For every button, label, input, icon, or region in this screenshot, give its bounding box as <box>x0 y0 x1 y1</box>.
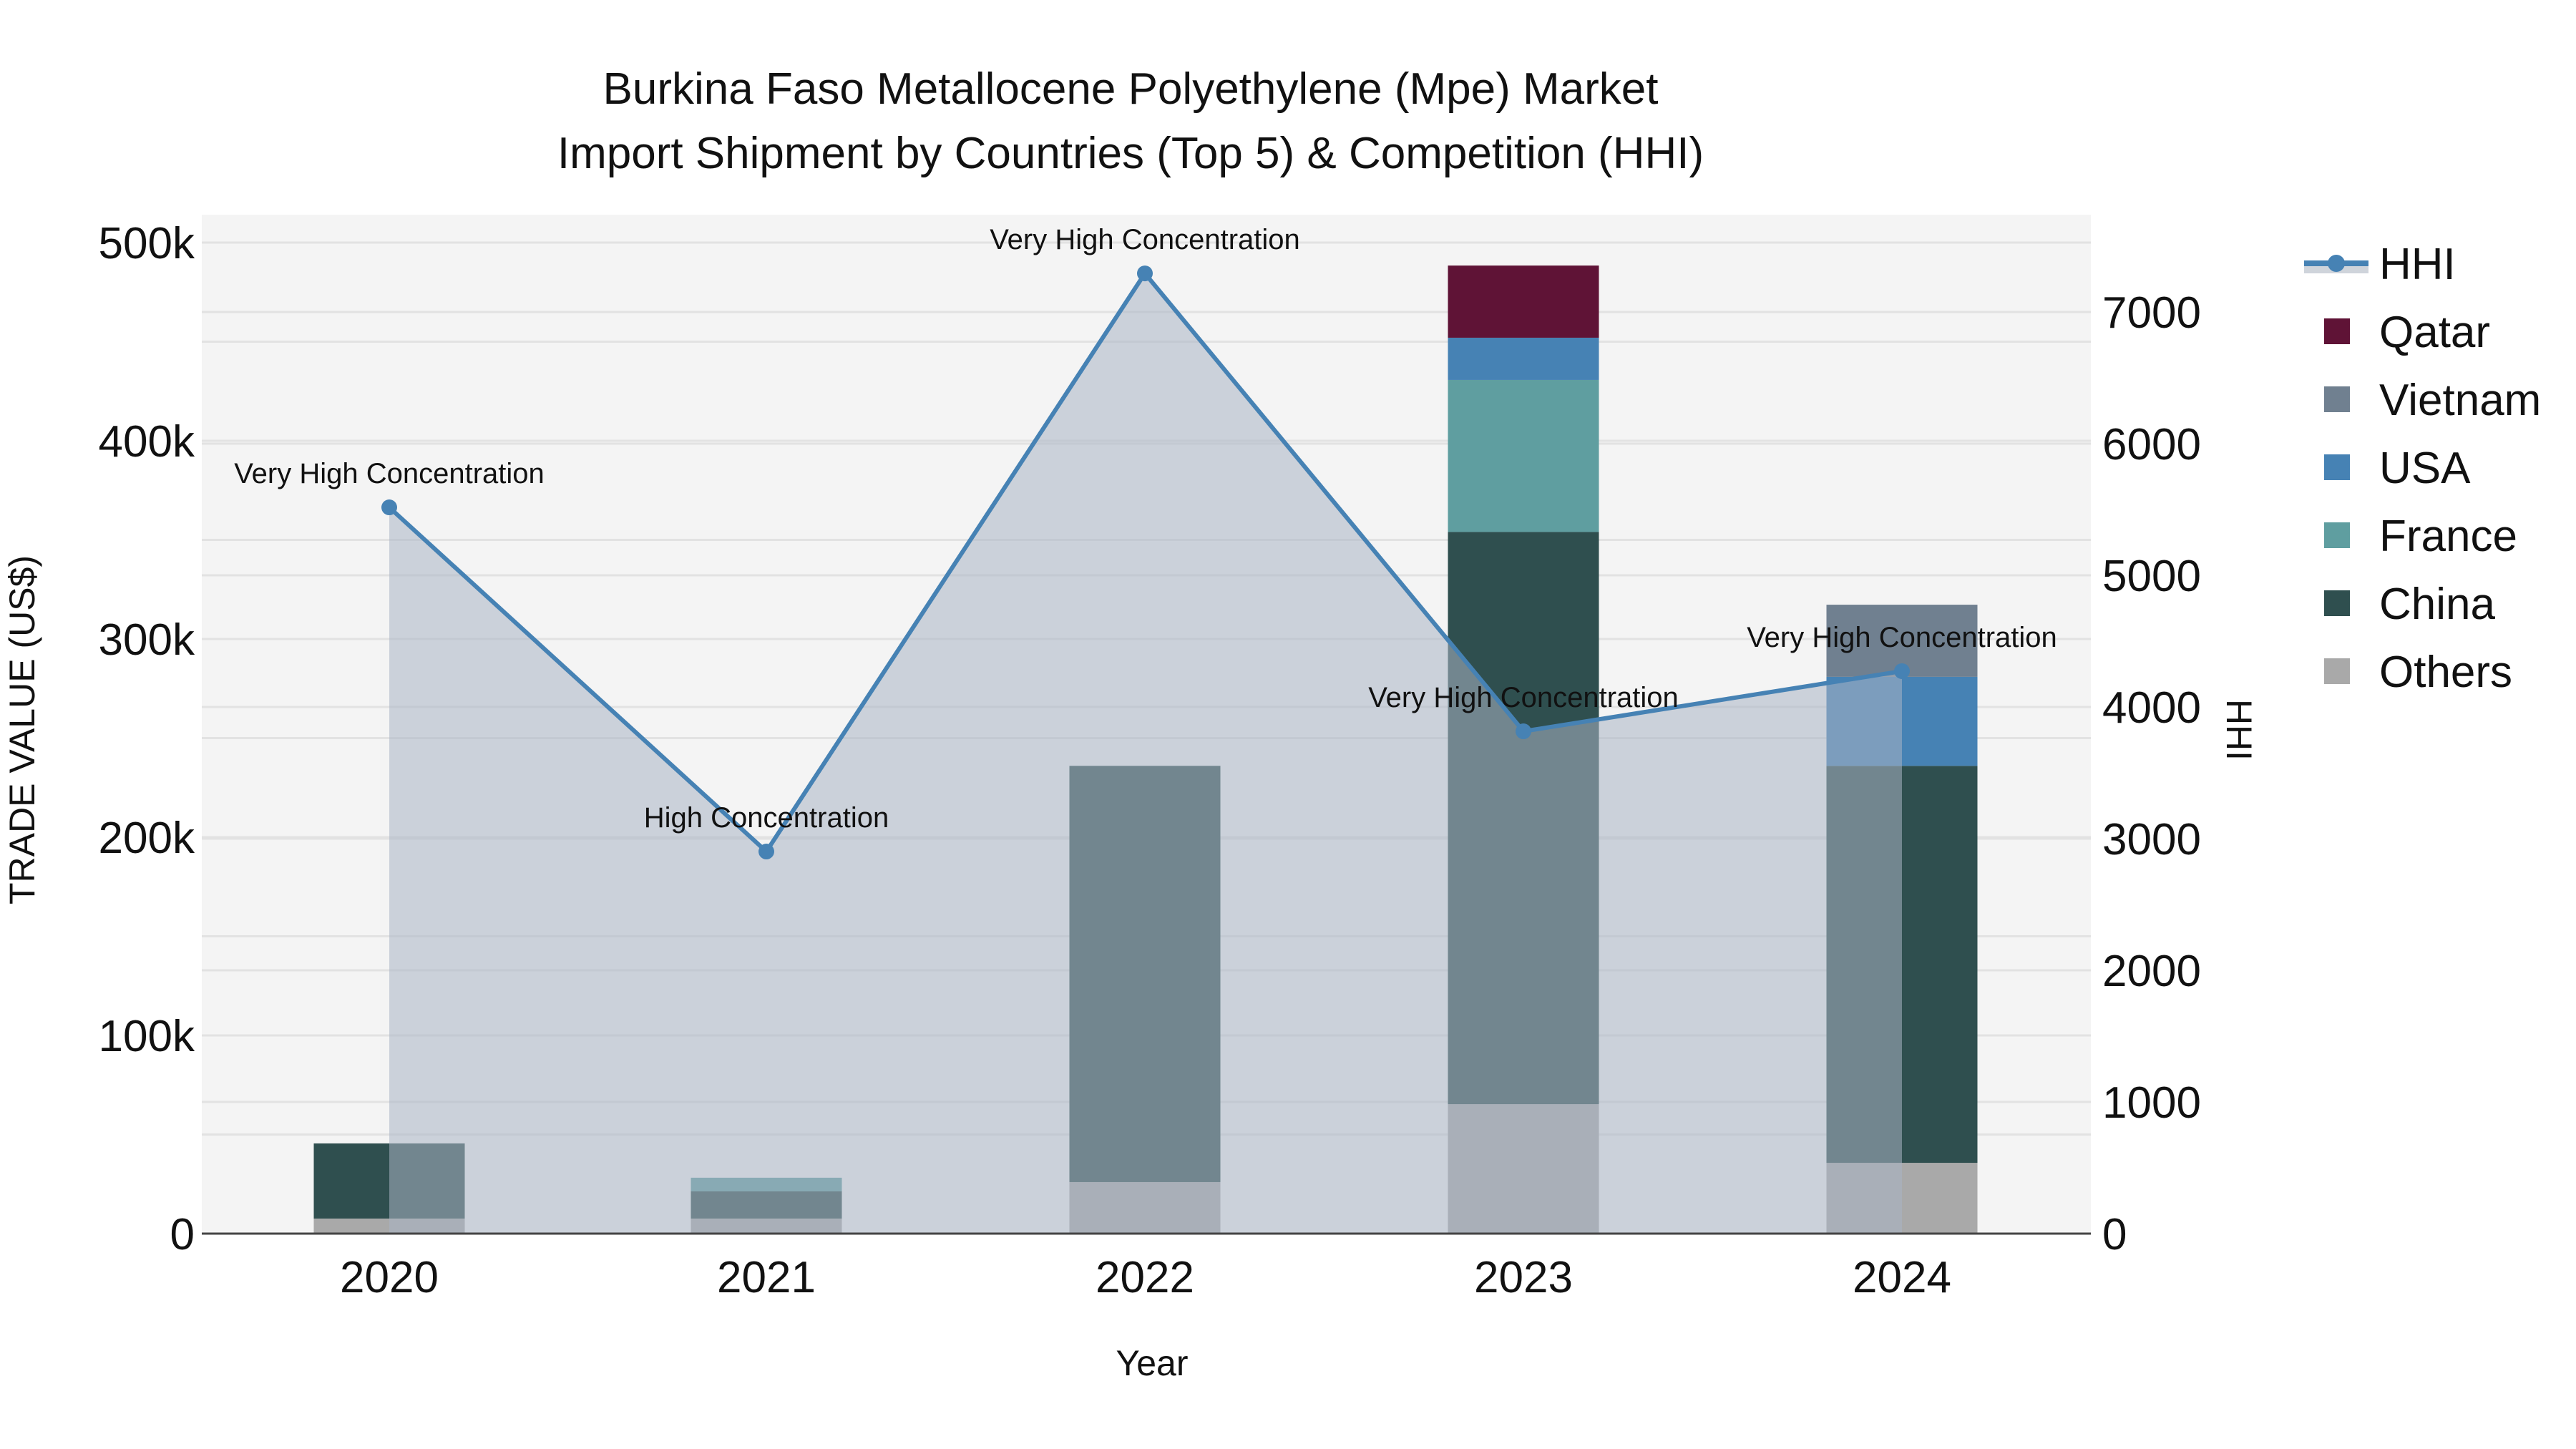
y2-tick-label: 7000 <box>2102 288 2201 338</box>
y-tick-label: 300k <box>99 615 195 665</box>
legend-label: France <box>2379 512 2517 561</box>
y2-tick-label: 2000 <box>2102 947 2201 996</box>
bar-france-2023[interactable] <box>1448 379 1599 532</box>
hhi-area-fill <box>389 273 1902 1234</box>
legend-label: Vietnam <box>2379 376 2541 425</box>
hhi-legend-marker-icon <box>2328 255 2345 272</box>
hhi-point-2022[interactable] <box>1137 265 1153 282</box>
hhi-point-2023[interactable] <box>1516 723 1531 740</box>
annotation-2020: Very High Concentration <box>234 458 545 489</box>
annotations: Very High Concentration High Concentratio… <box>234 224 2057 834</box>
y-axis-title: TRADE VALUE (US$) <box>2 555 42 904</box>
hhi-area <box>389 273 1902 1234</box>
y-tick-label: 400k <box>99 417 195 467</box>
hhi-line <box>381 265 1910 860</box>
usa-swatch-icon <box>2324 454 2350 480</box>
annotation-2022: Very High Concentration <box>990 224 1300 255</box>
hhi-point-2024[interactable] <box>1894 663 1910 679</box>
vietnam-swatch-icon <box>2324 386 2350 412</box>
annotation-2024: Very High Concentration <box>1747 622 2057 653</box>
y2-axis-title: HHI <box>2219 699 2259 761</box>
chart-title: Burkina Faso Metallocene Polyethylene (M… <box>557 64 1704 178</box>
y-axis-left: 0 100k 200k 300k 400k 500k <box>99 219 195 1259</box>
chart-title-line2: Import Shipment by Countries (Top 5) & C… <box>557 129 1704 178</box>
legend-label: USA <box>2379 444 2471 493</box>
bar-qatar-2023[interactable] <box>1448 265 1599 338</box>
bar-usa-2023[interactable] <box>1448 337 1599 380</box>
x-axis-title: Year <box>1116 1343 1188 1383</box>
legend-item-china[interactable]: China <box>2324 580 2496 629</box>
legend-item-usa[interactable]: USA <box>2324 444 2471 493</box>
annotation-2021: High Concentration <box>644 802 889 834</box>
legend-item-hhi[interactable]: HHI <box>2304 240 2456 289</box>
y-tick-label: 200k <box>99 814 195 863</box>
y-tick-label: 500k <box>99 219 195 268</box>
hhi-point-2020[interactable] <box>381 499 397 516</box>
china-swatch-icon <box>2324 590 2350 616</box>
others-swatch-icon <box>2324 658 2350 684</box>
y2-tick-label: 0 <box>2102 1210 2127 1259</box>
x-tick-label: 2020 <box>340 1253 439 1302</box>
france-swatch-icon <box>2324 522 2350 548</box>
x-axis: 2020 2021 2022 2023 2024 <box>340 1253 1951 1302</box>
legend: HHI Qatar Vietnam USA France China Others <box>2304 240 2541 697</box>
y-axis-right: 0 1000 2000 3000 4000 5000 6000 7000 <box>2102 288 2201 1259</box>
qatar-swatch-icon <box>2324 318 2350 344</box>
x-tick-label: 2022 <box>1096 1253 1194 1302</box>
annotation-2023: Very High Concentration <box>1368 682 1679 713</box>
y2-tick-label: 5000 <box>2102 552 2201 601</box>
legend-item-france[interactable]: France <box>2324 512 2517 561</box>
x-tick-label: 2021 <box>717 1253 816 1302</box>
chart-title-line1: Burkina Faso Metallocene Polyethylene (M… <box>603 64 1659 114</box>
legend-label: Qatar <box>2379 308 2490 357</box>
x-tick-label: 2024 <box>1853 1253 1951 1302</box>
y2-tick-label: 6000 <box>2102 420 2201 469</box>
legend-label: HHI <box>2379 240 2456 289</box>
y2-tick-label: 4000 <box>2102 683 2201 733</box>
y2-tick-label: 1000 <box>2102 1078 2201 1128</box>
y-tick-label: 0 <box>170 1210 195 1259</box>
hhi-point-2021[interactable] <box>758 844 774 860</box>
legend-label: China <box>2379 580 2496 629</box>
legend-label: Others <box>2379 648 2512 697</box>
legend-item-qatar[interactable]: Qatar <box>2324 308 2490 357</box>
legend-item-others[interactable]: Others <box>2324 648 2512 697</box>
y2-tick-label: 3000 <box>2102 815 2201 864</box>
legend-item-vietnam[interactable]: Vietnam <box>2324 376 2541 425</box>
y-tick-label: 100k <box>99 1012 195 1061</box>
x-tick-label: 2023 <box>1474 1253 1573 1302</box>
